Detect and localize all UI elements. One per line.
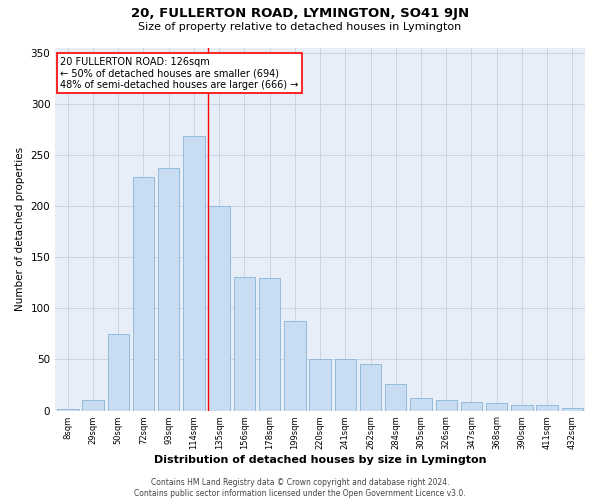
Bar (233, 276, 255, 410)
Text: 20, FULLERTON ROAD, LYMINGTON, SO41 9JN: 20, FULLERTON ROAD, LYMINGTON, SO41 9JN (131, 8, 469, 20)
X-axis label: Distribution of detached houses by size in Lymington: Distribution of detached houses by size … (154, 455, 487, 465)
Text: Size of property relative to detached houses in Lymington: Size of property relative to detached ho… (139, 22, 461, 32)
Bar (284, 320, 305, 410)
Bar (410, 398, 432, 410)
Bar (335, 360, 356, 410)
Bar (310, 360, 331, 410)
Bar (107, 334, 129, 410)
Bar (133, 178, 154, 410)
Bar (562, 408, 583, 410)
Bar (385, 384, 406, 410)
Bar (259, 278, 280, 410)
Bar (57, 408, 79, 410)
Bar (158, 168, 179, 410)
Y-axis label: Number of detached properties: Number of detached properties (15, 147, 25, 311)
Bar (436, 400, 457, 410)
Bar (536, 406, 558, 410)
Bar (208, 206, 230, 410)
Bar (82, 400, 104, 410)
Bar (511, 406, 533, 410)
Text: 20 FULLERTON ROAD: 126sqm
← 50% of detached houses are smaller (694)
48% of semi: 20 FULLERTON ROAD: 126sqm ← 50% of detac… (61, 56, 299, 90)
Bar (183, 136, 205, 410)
Bar (461, 402, 482, 410)
Bar (486, 404, 508, 410)
Bar (360, 364, 381, 410)
Text: Contains HM Land Registry data © Crown copyright and database right 2024.
Contai: Contains HM Land Registry data © Crown c… (134, 478, 466, 498)
